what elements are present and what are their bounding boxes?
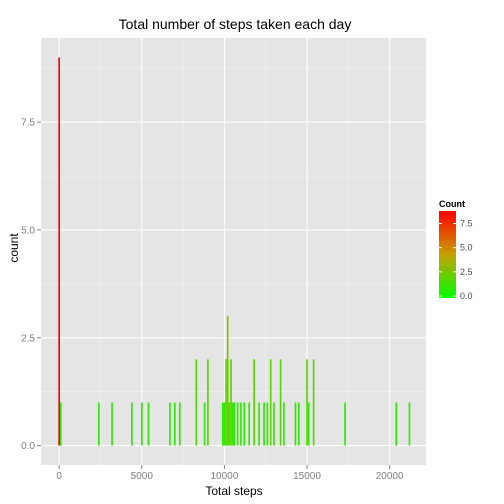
histogram-bar — [207, 359, 209, 446]
histogram-bar — [140, 402, 143, 446]
histogram-bar — [307, 402, 310, 446]
legend-tick-label: 2.5 — [460, 267, 473, 277]
histogram-bar — [344, 402, 346, 446]
minor-gridlines — [41, 38, 426, 465]
histogram-bar — [297, 402, 300, 446]
histogram-bar — [231, 402, 234, 446]
y-tick-label: 2.5 — [21, 333, 35, 344]
histogram-bar — [174, 402, 176, 446]
plot-panel — [41, 38, 426, 465]
histogram-bar — [230, 359, 232, 446]
histogram-bar — [236, 402, 239, 446]
x-tick-label: 0 — [56, 471, 62, 482]
histogram-bar — [203, 402, 206, 446]
legend-colorbar — [439, 211, 456, 298]
legend-tick-label: 0.0 — [460, 291, 473, 301]
histogram-bar — [178, 402, 181, 446]
histogram-bars — [58, 57, 411, 446]
histogram-bar — [221, 402, 224, 446]
histogram-bar — [253, 359, 255, 446]
x-axis-title: Total steps — [205, 484, 262, 498]
histogram-bar — [233, 402, 236, 446]
histogram-bar — [279, 359, 282, 446]
y-tick-label: 5.0 — [21, 225, 35, 236]
histogram-bar — [312, 359, 315, 446]
histogram-bar — [111, 402, 113, 446]
histogram-bar — [169, 402, 171, 446]
legend-tick-label: 5.0 — [460, 243, 473, 253]
histogram-bar — [273, 402, 275, 446]
y-axis-title: count — [7, 233, 21, 263]
y-tick-label: 7.5 — [21, 118, 35, 129]
histogram-bar — [248, 402, 251, 446]
y-axis-ticks: 0.0 2.5 5.0 7.5 — [21, 118, 41, 452]
fill-legend: Count 0.0 2.5 5.0 7.5 — [439, 199, 473, 301]
histogram-bar — [60, 402, 62, 446]
histogram-bar — [147, 402, 150, 446]
x-tick-label: 10000 — [211, 471, 239, 482]
histogram-bar — [240, 402, 242, 446]
legend-ticks: 0.0 2.5 5.0 7.5 — [439, 219, 473, 301]
y-tick-label: 0.0 — [21, 441, 35, 452]
x-tick-label: 5000 — [131, 471, 154, 482]
histogram-bar — [266, 402, 269, 446]
x-axis-ticks: 0 5000 10000 15000 20000 — [56, 465, 404, 482]
x-tick-label: 20000 — [376, 471, 404, 482]
histogram-bar — [223, 402, 226, 446]
legend-title: Count — [439, 199, 465, 209]
histogram-bar — [225, 359, 227, 446]
histogram-bar — [258, 402, 260, 446]
histogram-bar — [294, 402, 297, 446]
x-tick-label: 15000 — [293, 471, 321, 482]
histogram-bar — [58, 57, 61, 446]
histogram-bar — [269, 359, 272, 446]
histogram-bar — [131, 402, 133, 446]
histogram-bar — [395, 402, 398, 446]
histogram-bar — [226, 316, 229, 446]
histogram-bar — [306, 359, 308, 446]
legend-tick-label: 7.5 — [460, 219, 473, 229]
histogram-bar — [98, 402, 100, 446]
histogram-bar — [408, 402, 411, 446]
histogram-bar — [228, 402, 231, 446]
histogram-bar — [263, 402, 265, 446]
histogram-bar — [283, 402, 285, 446]
chart-title: Total number of steps taken each day — [119, 16, 352, 32]
histogram-bar — [195, 359, 198, 446]
histogram-bar — [243, 402, 246, 446]
